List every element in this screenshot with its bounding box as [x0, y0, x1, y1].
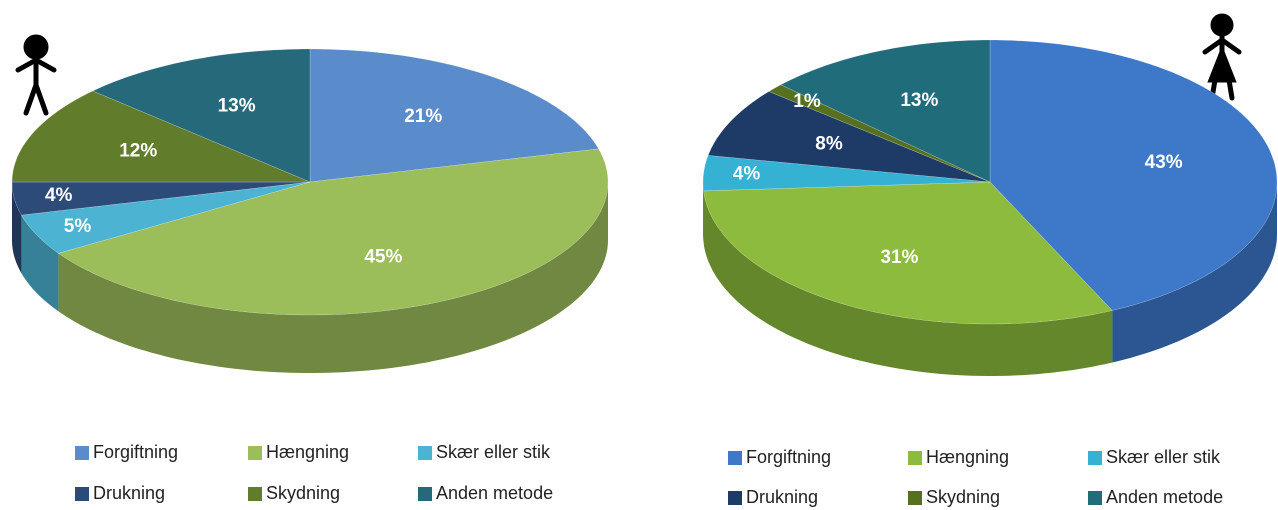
data-label: 45%: [364, 247, 402, 268]
data-label: 13%: [900, 90, 938, 111]
slice-side-shade: [12, 182, 22, 274]
legend-label: Hængning: [926, 447, 1009, 467]
legend-label: Forgiftning: [746, 447, 831, 467]
data-label: 12%: [119, 141, 157, 162]
slice-side: [21, 215, 59, 312]
legend-label: Anden metode: [436, 483, 553, 503]
slice: [92, 48, 311, 183]
slice-side-shade: [58, 182, 608, 373]
slice: [57, 148, 609, 316]
female-icon: [1202, 13, 1242, 101]
legend-label: Skær eller stik: [1106, 447, 1221, 467]
slice-side-shade: [1112, 182, 1277, 363]
legend-swatch: [75, 446, 89, 460]
legend-label: Drukning: [93, 483, 165, 503]
legend-label: Forgiftning: [93, 442, 178, 462]
legend-swatch: [248, 446, 262, 460]
slice: [309, 48, 600, 183]
legend-label: Skær eller stik: [436, 442, 551, 462]
legend-swatch: [1088, 451, 1102, 465]
pie-labels: 43% 31% 4% 8% 1% 13%: [733, 90, 1183, 268]
data-label: 21%: [404, 106, 442, 127]
slice-side: [703, 190, 1113, 376]
data-label: 43%: [1145, 152, 1183, 173]
slice-side-shade: [703, 182, 704, 243]
male-icon: [15, 34, 57, 116]
legend-swatch: [728, 451, 742, 465]
pie-tops: [702, 39, 1278, 325]
legend-swatch: [908, 491, 922, 505]
slice: [707, 91, 991, 183]
legend-swatch: [248, 487, 262, 501]
data-label: 5%: [64, 216, 92, 237]
legend-label: Drukning: [746, 487, 818, 507]
legend-label: Hængning: [266, 442, 349, 462]
slice: [989, 39, 1278, 311]
legend-swatch: [75, 487, 89, 501]
data-label: 4%: [45, 185, 73, 206]
slice: [702, 155, 991, 192]
slice-side-shade: [703, 190, 1113, 376]
slice-side: [58, 182, 608, 373]
legend-swatch: [728, 491, 742, 505]
legend-swatch: [418, 487, 432, 501]
legend-label: Skydning: [266, 483, 340, 503]
slice: [11, 90, 311, 183]
data-label: 31%: [880, 247, 918, 268]
data-label: 1%: [793, 91, 821, 112]
legend-swatch: [908, 451, 922, 465]
pie-sides: [703, 182, 1277, 376]
slice: [703, 181, 1113, 325]
data-label: 8%: [815, 134, 843, 155]
legend-swatch: [1088, 491, 1102, 505]
data-label: 4%: [733, 163, 761, 184]
slice: [20, 181, 311, 254]
slice-side: [12, 182, 22, 274]
pie-tops: [11, 48, 609, 316]
slice-side: [1112, 182, 1277, 363]
slice-side: [703, 182, 704, 243]
legend-label: Anden metode: [1106, 487, 1223, 507]
legend-swatch: [418, 446, 432, 460]
slice-side-shade: [21, 215, 59, 312]
pie-sides: [12, 182, 608, 373]
legend-label: Skydning: [926, 487, 1000, 507]
data-label: 13%: [218, 95, 256, 116]
slice: [780, 39, 991, 183]
slice: [11, 181, 311, 216]
pie-labels: 21% 45% 5% 4% 12% 13%: [45, 95, 442, 267]
